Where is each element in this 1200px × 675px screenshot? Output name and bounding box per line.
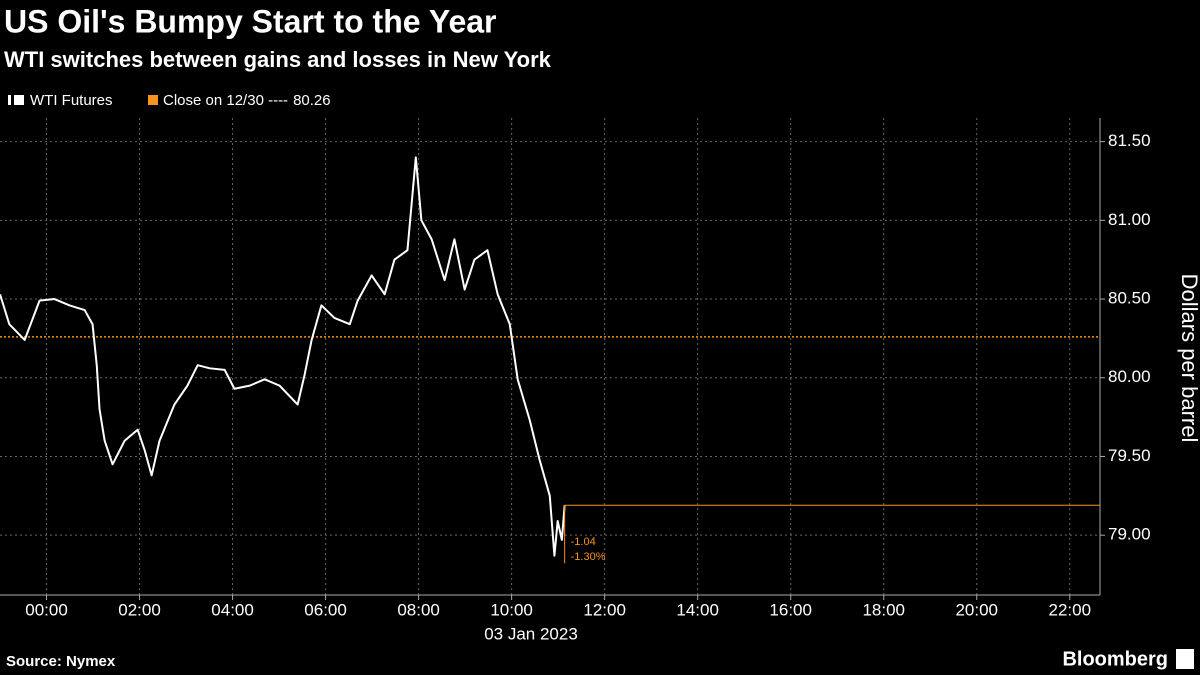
legend-swatch — [8, 95, 11, 105]
y-tick-label: 80.50 — [1108, 289, 1151, 308]
chart-title: US Oil's Bumpy Start to the Year — [4, 3, 496, 39]
y-tick-label: 81.00 — [1108, 210, 1151, 229]
legend-value: 80.26 — [293, 92, 331, 109]
x-tick-label: 14:00 — [676, 600, 719, 619]
chart-subtitle: WTI switches between gains and losses in… — [4, 47, 552, 72]
annotation: -1.30% — [571, 551, 606, 563]
legend-label: Close on 12/30 ---- — [163, 92, 288, 109]
legend-swatch — [148, 95, 158, 105]
x-axis-label: 03 Jan 2023 — [484, 624, 578, 643]
y-tick-label: 79.50 — [1108, 446, 1151, 465]
x-tick-label: 20:00 — [955, 600, 998, 619]
legend-swatch — [14, 95, 24, 105]
brand: Bloomberg — [1062, 648, 1168, 670]
x-tick-label: 22:00 — [1048, 600, 1091, 619]
y-tick-label: 81.50 — [1108, 131, 1151, 150]
x-tick-label: 02:00 — [118, 600, 161, 619]
x-tick-label: 16:00 — [769, 600, 812, 619]
x-tick-label: 00:00 — [25, 600, 68, 619]
x-tick-label: 10:00 — [490, 600, 533, 619]
x-tick-label: 06:00 — [304, 600, 347, 619]
annotation: -1.04 — [571, 536, 596, 548]
x-tick-label: 04:00 — [211, 600, 254, 619]
y-tick-label: 80.00 — [1108, 367, 1151, 386]
y-axis-label: Dollars per barrel — [1177, 274, 1200, 443]
x-tick-label: 18:00 — [862, 600, 905, 619]
y-tick-label: 79.00 — [1108, 525, 1151, 544]
brand-icon — [1176, 649, 1194, 669]
x-tick-label: 12:00 — [583, 600, 626, 619]
source: Source: Nymex — [6, 653, 116, 670]
x-tick-label: 08:00 — [397, 600, 440, 619]
series-line — [0, 156, 566, 557]
legend-label: WTI Futures — [30, 92, 113, 109]
